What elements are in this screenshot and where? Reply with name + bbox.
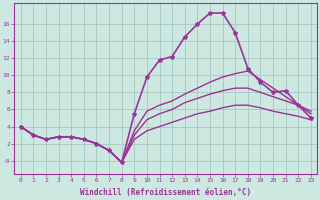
X-axis label: Windchill (Refroidissement éolien,°C): Windchill (Refroidissement éolien,°C) — [80, 188, 252, 197]
